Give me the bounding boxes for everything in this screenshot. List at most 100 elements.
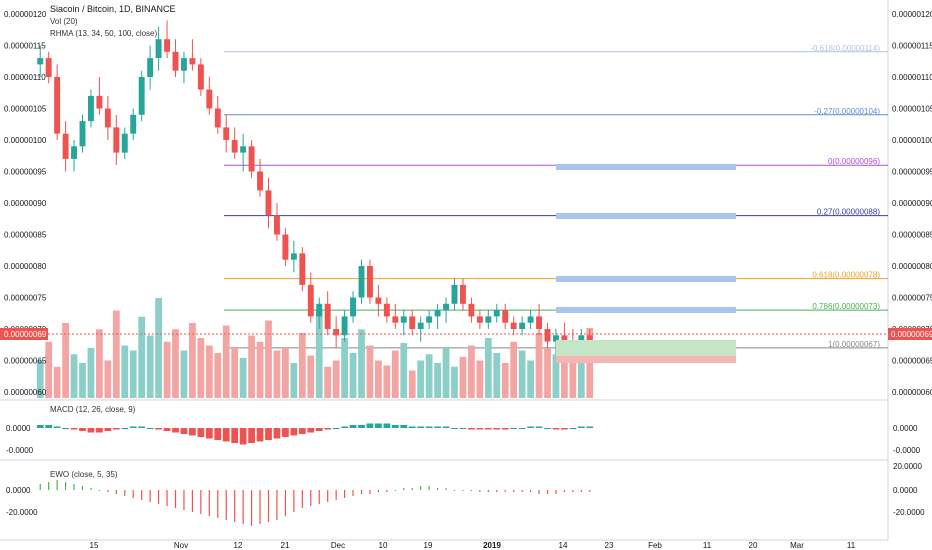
macd-bar <box>70 428 78 430</box>
candle-body <box>417 322 424 329</box>
candle-body <box>544 329 551 342</box>
fib-label: 0.27(0.00000088) <box>817 208 881 217</box>
candle-body <box>443 303 450 311</box>
volume-bar <box>36 360 44 398</box>
ewo-bar <box>225 490 227 520</box>
volume-bar <box>484 338 492 398</box>
ewo-bar <box>470 490 473 491</box>
volume-bar <box>248 335 255 398</box>
candle-body <box>519 322 526 329</box>
macd-bar <box>561 428 568 430</box>
candle-body <box>189 58 196 65</box>
macd-bar <box>417 426 425 428</box>
ewo-bar <box>81 486 84 490</box>
volume-bar <box>282 348 289 398</box>
candle-body <box>240 146 247 153</box>
price-tick-right: 0.00000110 <box>892 73 932 82</box>
macd-bar <box>341 426 348 428</box>
price-tick-left: 0.00000100 <box>4 136 47 145</box>
volume-bar <box>501 363 509 398</box>
candle-body <box>316 303 323 317</box>
time-tick: 14 <box>559 541 568 550</box>
macd-bar <box>391 425 399 428</box>
ewo-bar <box>310 490 312 506</box>
macd-bar <box>248 428 255 443</box>
ewo-bar <box>124 490 126 496</box>
candle-body <box>180 58 187 71</box>
macd-bar <box>425 426 433 428</box>
candle-body <box>138 77 145 115</box>
volume-bar <box>112 310 120 398</box>
volume-bar <box>417 360 425 398</box>
candle-body <box>409 316 416 329</box>
time-tick: 12 <box>234 541 243 550</box>
macd-bar <box>138 426 146 428</box>
candle-body <box>231 140 238 153</box>
macd-bar <box>535 426 543 428</box>
ewo-bar <box>352 490 354 496</box>
price-tick-right: 0.00000085 <box>892 231 932 240</box>
price-tick-left: 0.00000095 <box>4 168 47 177</box>
ewo-bar <box>73 484 75 490</box>
ewo-bar <box>453 490 456 491</box>
candle-body <box>257 171 264 191</box>
zone-box <box>556 307 736 313</box>
volume-bar <box>476 360 484 398</box>
position-loss-zone <box>556 356 736 363</box>
macd-bar <box>298 428 306 434</box>
macd-bar <box>569 428 577 429</box>
time-tick: 15 <box>90 541 99 550</box>
candle-body <box>223 127 230 140</box>
macd-bar <box>273 428 281 439</box>
volume-bar <box>239 358 247 398</box>
ewo-bar <box>394 490 396 491</box>
ewo-bar <box>166 490 168 506</box>
candle-body <box>299 253 306 285</box>
macd-bar <box>586 426 594 428</box>
ewo-bar <box>335 490 337 500</box>
volume-bar <box>180 350 188 398</box>
volume-bar <box>138 316 146 398</box>
volume-bar <box>358 329 365 398</box>
candle-body <box>96 95 103 109</box>
price-tag-right <box>888 328 932 340</box>
macd-bar <box>442 426 450 428</box>
volume-bar <box>468 345 475 398</box>
volume-bar <box>121 345 129 398</box>
candle-body <box>37 58 44 65</box>
macd-bar <box>45 425 53 428</box>
price-tag-right-text: 0.00000069 <box>891 330 932 339</box>
candle-body <box>155 39 162 59</box>
volume-bar <box>307 355 315 398</box>
macd-bar <box>484 428 492 430</box>
macd-bar <box>476 428 484 430</box>
candle-body <box>282 234 289 260</box>
ewo-bar <box>200 490 202 514</box>
ewo-bar <box>428 486 430 490</box>
fib-label: -0.27(0.00000104) <box>814 107 880 116</box>
price-tick-right: 0.00000090 <box>892 199 932 208</box>
candle-body <box>552 335 559 342</box>
candle-body <box>493 310 500 317</box>
macd-bar <box>121 428 129 429</box>
volume-bar <box>197 338 205 398</box>
candle-body <box>426 316 433 323</box>
macd-bar <box>205 428 213 439</box>
macd-bar <box>577 426 585 428</box>
volume-bar <box>408 370 416 398</box>
volume-bar <box>315 310 323 398</box>
time-axis[interactable]: 15 Nov 12 21 Dec 10 19 2019 14 23 Feb 11 20 Mar 11 <box>90 541 856 550</box>
macd-bar <box>214 428 222 440</box>
ewo-tick-left: 0.0000 <box>6 486 31 495</box>
candle-body <box>510 322 517 329</box>
volume-bar <box>189 323 196 398</box>
price-axis[interactable]: 0.00000120 0.00000120 0.00000115 0.00000115… <box>4 10 932 517</box>
macd-bar <box>544 428 551 429</box>
candle-body <box>333 329 340 336</box>
candle-body <box>214 108 221 128</box>
volume-bar <box>205 345 213 398</box>
ewo-bar <box>64 482 67 490</box>
volume-bar <box>290 363 298 398</box>
candle-body <box>121 133 128 153</box>
